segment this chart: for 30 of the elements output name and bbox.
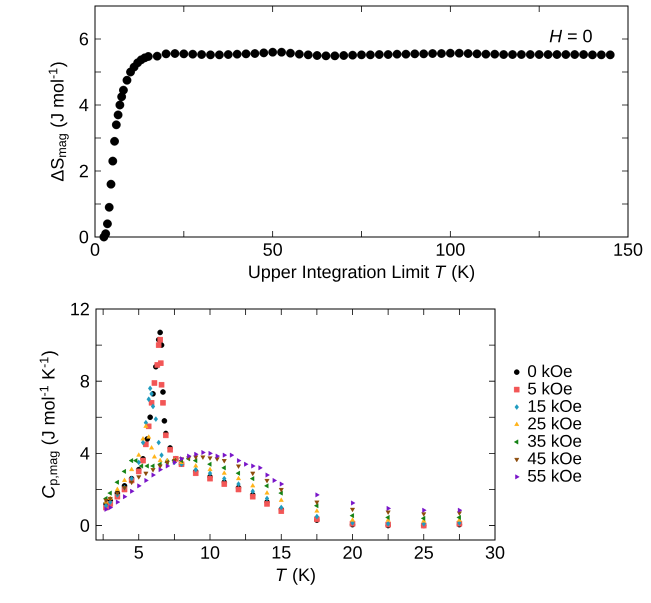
x-tick-label: 15 bbox=[272, 546, 290, 559]
x-tick-label: 10 bbox=[201, 546, 220, 559]
legend-label: 45 kOe bbox=[528, 452, 582, 464]
legend-label: 15 kOe bbox=[528, 400, 582, 412]
y-tick-label: 4 bbox=[80, 447, 90, 460]
x-tick-label: 100 bbox=[436, 243, 465, 256]
y-axis-title: C$_{p,mag}$ (J mol$^{-1}$ K$^{-1}$) bbox=[40, 351, 60, 498]
annotation: H = 0 bbox=[550, 30, 592, 42]
x-tick-label: 5 bbox=[134, 546, 143, 559]
legend-label: 35 kOe bbox=[528, 434, 582, 447]
legend-label: 55 kOe bbox=[528, 469, 582, 482]
y-tick-label: 0 bbox=[80, 519, 90, 532]
x-tick-label: 50 bbox=[263, 243, 282, 256]
y-tick-label: 2 bbox=[80, 164, 88, 178]
y-tick-label: 0 bbox=[80, 230, 88, 244]
x-tick-label: 25 bbox=[414, 546, 433, 559]
x-tick-label: 150 bbox=[614, 243, 642, 256]
x-axis-title: T (K) bbox=[276, 568, 315, 585]
legend-label: 5 kOe bbox=[528, 382, 572, 395]
y-tick-label: 12 bbox=[71, 302, 89, 316]
x-axis-title: Upper Integration Limit T (K) bbox=[249, 265, 474, 282]
x-tick-label: 0 bbox=[90, 243, 100, 256]
x-tick-label: 30 bbox=[486, 546, 504, 559]
x-tick-label: 20 bbox=[343, 546, 362, 559]
y-axis-title: ΔS$_{mag}$ (J mol$^{-1}$) bbox=[48, 62, 69, 182]
y-tick-label: 4 bbox=[79, 98, 88, 112]
legend-label: 0 kOe bbox=[528, 364, 572, 378]
y-tick-label: 8 bbox=[80, 374, 90, 388]
y-tick-label: 6 bbox=[80, 32, 88, 46]
legend-label: 25 kOe bbox=[528, 417, 582, 430]
